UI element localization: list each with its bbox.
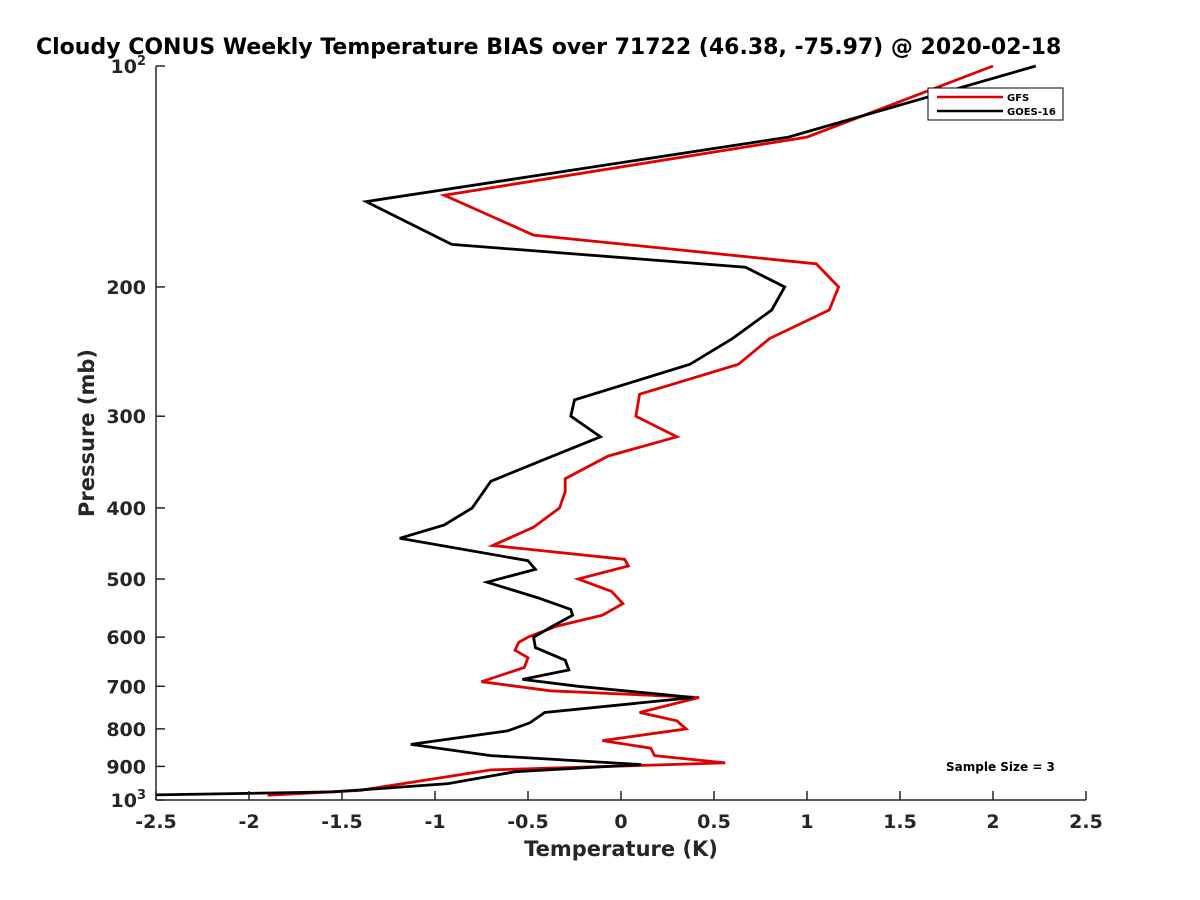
legend-label-gfs: GFS (1007, 93, 1029, 104)
x-tick-label: 0 (614, 811, 627, 833)
y-tick-label: 600 (106, 627, 146, 649)
y-tick-label: 700 (106, 676, 146, 698)
series-line-gfs (267, 64, 994, 797)
x-tick-label: -1.5 (321, 811, 363, 833)
x-tick-label: 1.5 (883, 811, 917, 833)
y-tick-label: 300 (106, 406, 146, 428)
x-tick-label: 0.5 (697, 811, 731, 833)
x-axis-label: Temperature (K) (524, 837, 718, 861)
x-tick-label: -0.5 (507, 811, 549, 833)
series-layer (156, 64, 1037, 797)
x-tick-label: -2 (238, 811, 259, 833)
y-tick-label: 900 (106, 756, 146, 778)
y-tick-label: 102 (111, 54, 147, 78)
y-tick-label: 500 (106, 569, 146, 591)
legend-box (927, 87, 1064, 121)
x-tick-label: 2 (986, 811, 999, 833)
chart-title: Cloudy CONUS Weekly Temperature BIAS ove… (36, 35, 1061, 60)
y-tick-label: 103 (111, 788, 147, 812)
sample-size-annotation: Sample Size = 3 (946, 760, 1055, 774)
legend: GFS GOES-16 (927, 87, 1064, 121)
x-tick-label: 1 (800, 811, 813, 833)
y-axis-label: Pressure (mb) (75, 349, 99, 517)
legend-label-goes16: GOES-16 (1007, 107, 1056, 118)
y-tick-label: 800 (106, 719, 146, 741)
y-tick-label: 400 (106, 498, 146, 520)
x-ticks: -2.5 -2 -1.5 -1 -0.5 0 0.5 1 1.5 2 2.5 (135, 791, 1103, 833)
x-tick-label: -2.5 (135, 811, 177, 833)
series-line-goes16 (156, 64, 1037, 797)
x-tick-label: -1 (424, 811, 445, 833)
y-ticks: 102 200 300 400 500 600 700 800 900 103 (106, 54, 165, 812)
x-tick-label: 2.5 (1069, 811, 1103, 833)
y-tick-label: 200 (106, 277, 146, 299)
